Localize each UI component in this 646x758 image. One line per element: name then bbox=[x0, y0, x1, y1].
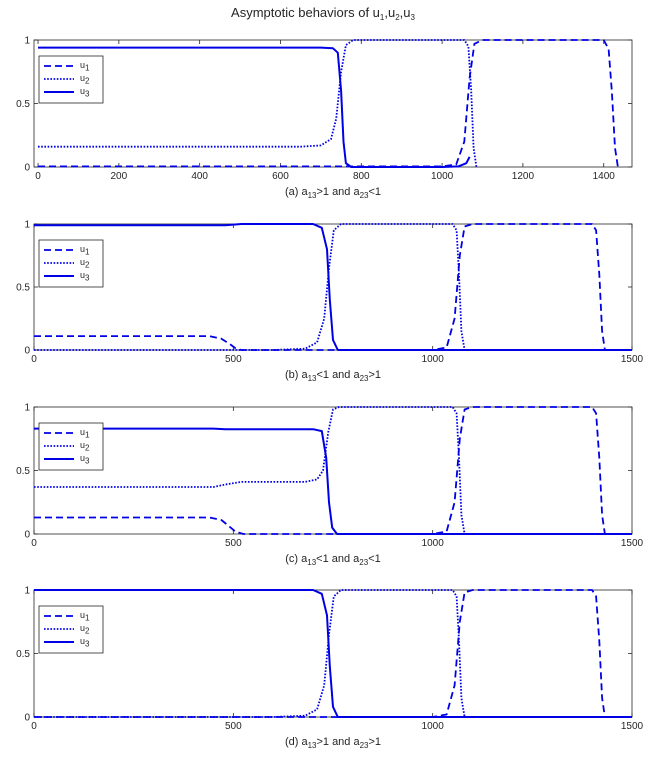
x-tick-label: 1000 bbox=[422, 354, 445, 365]
y-tick-label: 1 bbox=[24, 403, 30, 414]
series-line-u2 bbox=[34, 223, 632, 351]
legend-label-u2: u2 bbox=[80, 73, 90, 86]
series-line-u2 bbox=[34, 406, 632, 535]
x-tick-label: 0 bbox=[31, 721, 37, 732]
y-tick-label: 0.5 bbox=[16, 99, 30, 110]
x-tick-label: 200 bbox=[111, 171, 128, 182]
x-tick-label: 500 bbox=[225, 721, 242, 732]
x-tick-label: 0 bbox=[31, 354, 37, 365]
y-tick-label: 0 bbox=[24, 713, 30, 724]
subplot-caption: (a) a13>1 and a23<1 bbox=[285, 186, 381, 200]
y-tick-label: 0 bbox=[24, 346, 30, 357]
series-line-u2 bbox=[34, 589, 632, 718]
series-line-u3 bbox=[38, 46, 471, 168]
legend-label-u2: u2 bbox=[80, 257, 90, 270]
y-tick-label: 1 bbox=[24, 220, 30, 231]
legend-label-u3: u3 bbox=[80, 270, 90, 283]
legend-label-u3: u3 bbox=[80, 636, 90, 649]
x-tick-label: 1000 bbox=[422, 721, 445, 732]
y-tick-label: 0 bbox=[24, 530, 30, 541]
x-tick-label: 0 bbox=[31, 538, 37, 549]
series-line-u3 bbox=[34, 427, 632, 535]
series-line-u1 bbox=[34, 406, 632, 535]
subplot-caption: (b) a13<1 and a23>1 bbox=[285, 369, 381, 383]
x-tick-label: 1500 bbox=[621, 721, 644, 732]
x-tick-label: 800 bbox=[353, 171, 370, 182]
legend-label-u3: u3 bbox=[80, 453, 90, 466]
series-line-u1 bbox=[34, 589, 632, 718]
legend-label-u1: u1 bbox=[80, 60, 90, 73]
legend-label-u1: u1 bbox=[80, 427, 90, 440]
series-line-u3 bbox=[34, 223, 632, 351]
axes-box bbox=[33, 406, 633, 535]
x-tick-label: 1200 bbox=[512, 171, 535, 182]
x-tick-label: 400 bbox=[191, 171, 208, 182]
y-tick-label: 1 bbox=[24, 586, 30, 597]
figure-title: Asymptotic behaviors of u1,u2,u3 bbox=[231, 5, 415, 22]
series-line-u1 bbox=[34, 223, 632, 351]
x-tick-label: 1400 bbox=[593, 171, 616, 182]
subplot-caption: (c) a13<1 and a23<1 bbox=[285, 553, 380, 567]
series-line-u3 bbox=[34, 589, 632, 718]
y-tick-label: 0.5 bbox=[16, 466, 30, 477]
axes-box bbox=[33, 39, 633, 168]
y-tick-label: 0.5 bbox=[16, 283, 30, 294]
legend-label-u2: u2 bbox=[80, 440, 90, 453]
legend-label-u1: u1 bbox=[80, 610, 90, 623]
x-tick-label: 1500 bbox=[621, 354, 644, 365]
x-tick-label: 1500 bbox=[621, 538, 644, 549]
x-tick-label: 1000 bbox=[422, 538, 445, 549]
x-tick-label: 500 bbox=[225, 538, 242, 549]
series-line-u2 bbox=[38, 39, 478, 168]
series-line-u1 bbox=[38, 39, 619, 168]
x-tick-label: 600 bbox=[272, 171, 289, 182]
x-tick-label: 0 bbox=[35, 171, 41, 182]
legend-label-u1: u1 bbox=[80, 244, 90, 257]
legend-label-u3: u3 bbox=[80, 86, 90, 99]
subplot-caption: (d) a13>1 and a23>1 bbox=[285, 736, 381, 750]
y-tick-label: 0.5 bbox=[16, 649, 30, 660]
y-tick-label: 0 bbox=[24, 163, 30, 174]
y-tick-label: 1 bbox=[24, 36, 30, 47]
legend-label-u2: u2 bbox=[80, 623, 90, 636]
x-tick-label: 500 bbox=[225, 354, 242, 365]
x-tick-label: 1000 bbox=[431, 171, 454, 182]
